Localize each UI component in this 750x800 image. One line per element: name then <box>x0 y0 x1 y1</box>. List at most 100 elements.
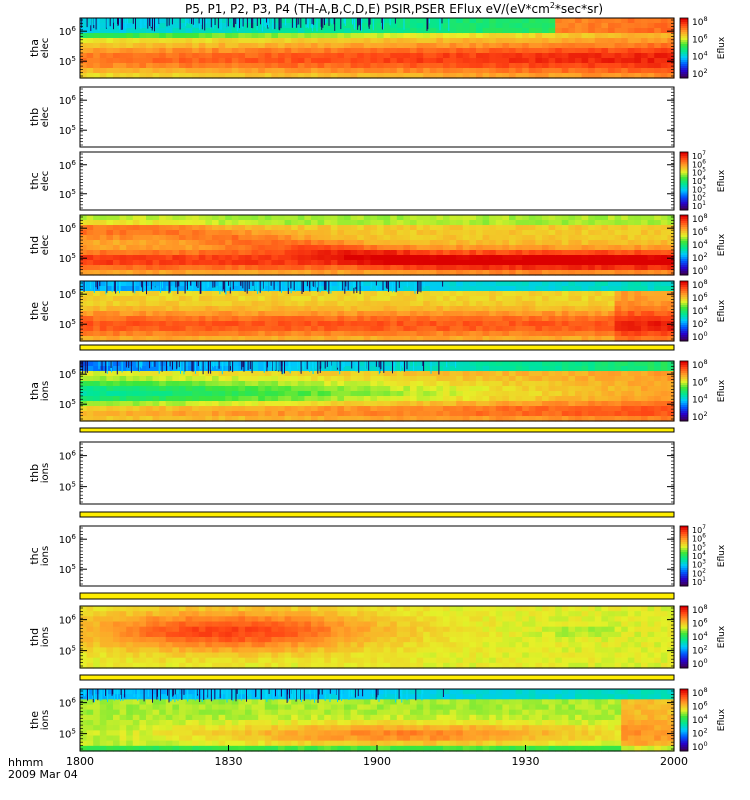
heatmap-cell <box>383 366 391 372</box>
heatmap-cell <box>469 73 477 79</box>
heatmap-cell <box>390 361 398 367</box>
heatmap-cell <box>614 391 622 397</box>
heatmap-cell <box>311 411 319 417</box>
noise-stripe <box>381 18 383 30</box>
heatmap-cell <box>159 321 167 327</box>
colorbar-cell <box>680 273 688 276</box>
heatmap-cell <box>179 63 187 69</box>
heatmap-cell <box>238 43 246 49</box>
heatmap-cell <box>231 270 239 276</box>
heatmap-cell <box>390 381 398 387</box>
heatmap-cell <box>575 401 583 407</box>
heatmap-cell <box>165 301 173 307</box>
heatmap-cell <box>165 33 173 39</box>
heatmap-cell <box>608 361 616 367</box>
heatmap-cell <box>159 240 167 246</box>
heatmap-cell <box>311 250 319 256</box>
heatmap-cell <box>113 306 121 312</box>
heatmap-cell <box>350 245 358 251</box>
heatmap-cell <box>218 240 226 246</box>
heatmap-cell <box>106 411 114 417</box>
heatmap-cell <box>251 411 259 417</box>
heatmap-cell <box>654 301 662 307</box>
heatmap-cell <box>396 321 404 327</box>
heatmap-cell <box>568 48 576 54</box>
heatmap-cell <box>588 225 596 231</box>
colorbar-cell <box>680 50 688 53</box>
heatmap-cell <box>86 406 94 412</box>
heatmap-cell <box>185 240 193 246</box>
heatmap-cell <box>429 28 437 34</box>
heatmap-cell <box>132 240 140 246</box>
heatmap-cell <box>377 43 385 49</box>
heatmap-cell <box>548 366 556 372</box>
heatmap-cell <box>383 391 391 397</box>
heatmap-cell <box>370 331 378 337</box>
heatmap-cell <box>304 225 312 231</box>
heatmap-cell <box>462 326 470 332</box>
heatmap-cell <box>614 396 622 402</box>
heatmap-cell <box>344 401 352 407</box>
heatmap-cell <box>93 215 101 221</box>
heatmap-cell <box>172 250 180 256</box>
heatmap-cell <box>654 376 662 382</box>
heatmap-cell <box>86 58 94 64</box>
heatmap-cell <box>192 331 200 337</box>
heatmap-cell <box>377 291 385 297</box>
heatmap-cell <box>555 240 563 246</box>
colorbar-cell <box>680 257 688 260</box>
heatmap-cell <box>509 281 517 287</box>
heatmap-cell <box>324 33 332 39</box>
heatmap-cell <box>515 220 523 226</box>
heatmap-cell <box>621 270 629 276</box>
heatmap-cell <box>575 291 583 297</box>
heatmap-cell <box>522 63 530 69</box>
heatmap-cell <box>86 316 94 322</box>
heatmap-cell <box>502 291 510 297</box>
heatmap-cell <box>416 255 424 261</box>
heatmap-cell <box>436 73 444 79</box>
heatmap-cell <box>119 281 127 287</box>
heatmap-cell <box>535 73 543 79</box>
heatmap-cell <box>165 396 173 402</box>
heatmap-cell <box>258 23 266 29</box>
heatmap-cell <box>344 73 352 79</box>
heatmap-cell <box>608 235 616 241</box>
heatmap-cell <box>330 215 338 221</box>
heatmap-cell <box>542 250 550 256</box>
heatmap-cell <box>258 336 266 342</box>
colorbar-tick-label: 105 <box>692 168 706 178</box>
heatmap-cell <box>594 63 602 69</box>
heatmap-cell <box>324 311 332 317</box>
heatmap-cell <box>568 311 576 317</box>
noise-stripe <box>227 18 229 27</box>
heatmap-cell <box>370 250 378 256</box>
heatmap-cell <box>535 301 543 307</box>
heatmap-cell <box>654 255 662 261</box>
heatmap-cell <box>601 58 609 64</box>
heatmap-cell <box>449 23 457 29</box>
heatmap-cell <box>357 240 365 246</box>
heatmap-cell <box>555 411 563 417</box>
heatmap-cell <box>555 286 563 292</box>
heatmap-cell <box>251 38 259 44</box>
heatmap-cell <box>159 255 167 261</box>
heatmap-cell <box>337 416 345 422</box>
heatmap-cell <box>86 270 94 276</box>
heatmap-cell <box>152 255 160 261</box>
heatmap-cell <box>251 361 259 367</box>
heatmap-cell <box>231 371 239 377</box>
noise-stripe <box>305 18 307 25</box>
heatmap-cell <box>621 18 629 24</box>
heatmap-cell <box>377 376 385 382</box>
heatmap-cell <box>575 68 583 74</box>
noise-stripe <box>368 18 370 27</box>
heatmap-cell <box>139 411 147 417</box>
heatmap-cell <box>608 225 616 231</box>
heatmap-cell <box>212 316 220 322</box>
heatmap-cell <box>634 391 642 397</box>
heatmap-cell <box>172 401 180 407</box>
heatmap-cell <box>337 250 345 256</box>
heatmap-cell <box>377 301 385 307</box>
noise-stripe <box>347 281 349 291</box>
